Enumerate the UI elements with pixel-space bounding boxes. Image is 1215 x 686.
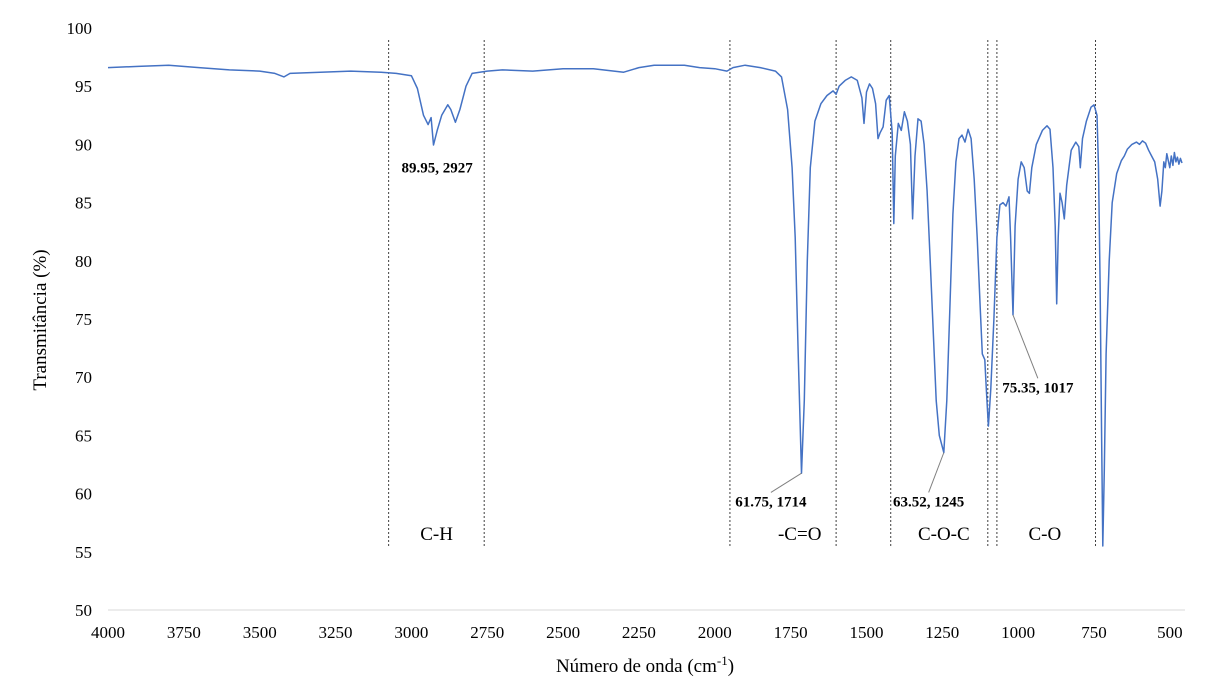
x-tick-label: 2750 [470, 623, 504, 642]
x-tick-label: 2000 [698, 623, 732, 642]
y-tick-label: 65 [75, 426, 92, 445]
y-tick-label: 85 [75, 194, 92, 213]
y-tick-label: 60 [75, 485, 92, 504]
annotation-leader-line [770, 472, 802, 493]
x-tick-label: 3500 [243, 623, 277, 642]
x-tick-label: 2500 [546, 623, 580, 642]
x-tick-label: 1250 [925, 623, 959, 642]
y-tick-label: 50 [75, 601, 92, 620]
y-axis-tick-labels: 50 55 60 65 70 75 80 85 90 95 100 [67, 19, 93, 620]
x-tick-label: 750 [1081, 623, 1107, 642]
y-tick-label: 95 [75, 77, 92, 96]
y-tick-label: 55 [75, 543, 92, 562]
region-label: C-H [420, 524, 453, 545]
x-tick-label: 3250 [319, 623, 353, 642]
x-axis-title-superscript: -1 [717, 653, 728, 668]
region-divider-lines [388, 40, 1097, 546]
y-axis-title: Transmitância (%) [30, 249, 51, 390]
x-axis-title: Número de onda (cm-1) [556, 653, 734, 677]
y-tick-label: 70 [75, 368, 92, 387]
x-tick-label: 2250 [622, 623, 656, 642]
x-tick-label: 4000 [91, 623, 125, 642]
peak-annotation-label: 89.95, 2927 [402, 160, 474, 176]
x-tick-label: 3750 [167, 623, 201, 642]
peak-annotations: 89.95, 2927 61.75, 1714 63.52, 1245 75.35, … [402, 160, 1074, 510]
region-labels: C-H -C=O C-O-C C-O [420, 524, 1061, 545]
region-label: C-O [1028, 524, 1061, 545]
x-axis-title-main: Número de onda (cm [556, 656, 717, 677]
annotation-leader-line [1012, 314, 1039, 379]
peak-annotation-label: 61.75, 1714 [735, 494, 807, 510]
x-tick-label: 3000 [394, 623, 428, 642]
x-tick-label: 1750 [774, 623, 808, 642]
x-tick-label: 1500 [849, 623, 883, 642]
x-tick-label: 500 [1157, 623, 1183, 642]
x-axis-tick-labels: 4000 3750 3500 3250 3000 2750 2500 2250 2000 1750… [91, 623, 1183, 642]
peak-annotation-label: 75.35, 1017 [1002, 380, 1074, 396]
spectrum-series-line [107, 64, 1183, 547]
annotation-leader-line [928, 452, 945, 493]
x-axis-title-close: ) [728, 656, 734, 677]
y-tick-label: 100 [67, 19, 93, 38]
peak-annotation-label: 63.52, 1245 [893, 494, 964, 510]
region-label: C-O-C [918, 524, 970, 545]
region-label: -C=O [778, 524, 821, 545]
y-tick-label: 80 [75, 252, 92, 271]
y-tick-label: 75 [75, 310, 92, 329]
y-tick-label: 90 [75, 135, 92, 154]
x-tick-label: 1000 [1001, 623, 1035, 642]
